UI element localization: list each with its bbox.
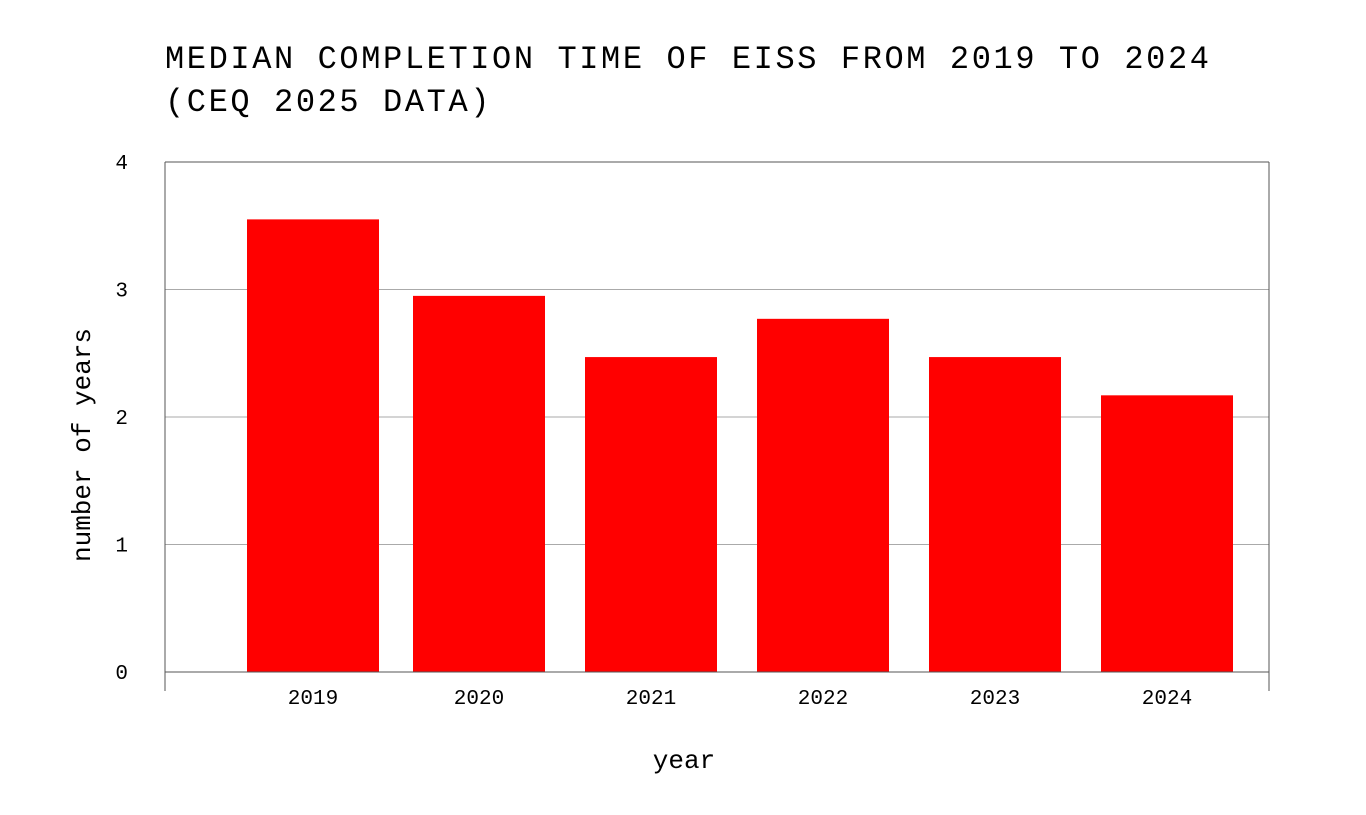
- x-tick-label: 2022: [798, 688, 848, 711]
- x-axis-tick-labels: 2019 2020 2021 2022 2023 2024: [288, 688, 1192, 711]
- y-axis-tick-labels: 0 1 2 3 4: [115, 153, 128, 686]
- chart-title-line-2: (CEQ 2025 DATA): [165, 84, 493, 121]
- bar-2023: [929, 357, 1061, 672]
- y-tick-label: 2: [115, 408, 128, 431]
- bar-2022: [757, 318, 889, 672]
- plot-frame: [164, 161, 1270, 691]
- bar-2024: [1101, 395, 1233, 672]
- bar-2021: [585, 357, 717, 672]
- x-tick-label: 2020: [454, 688, 504, 711]
- y-tick-label: 1: [115, 536, 128, 559]
- bar-2020: [413, 295, 545, 672]
- chart-title-line-1: MEDIAN COMPLETION TIME OF EISS FROM 2019…: [165, 41, 1212, 78]
- chart-title: MEDIAN COMPLETION TIME OF EISS FROM 2019…: [165, 38, 1315, 124]
- x-tick-label: 2021: [626, 688, 676, 711]
- y-tick-label: 3: [115, 281, 128, 304]
- y-tick-label: 4: [115, 153, 128, 176]
- x-tick-label: 2023: [970, 688, 1020, 711]
- x-tick-label: 2019: [288, 688, 338, 711]
- bars: [247, 219, 1233, 672]
- y-axis-title: number of years: [68, 328, 98, 562]
- bar-2019: [247, 219, 379, 672]
- y-tick-label: 0: [115, 663, 128, 686]
- x-axis-title: year: [653, 746, 715, 776]
- x-tick-label: 2024: [1142, 688, 1192, 711]
